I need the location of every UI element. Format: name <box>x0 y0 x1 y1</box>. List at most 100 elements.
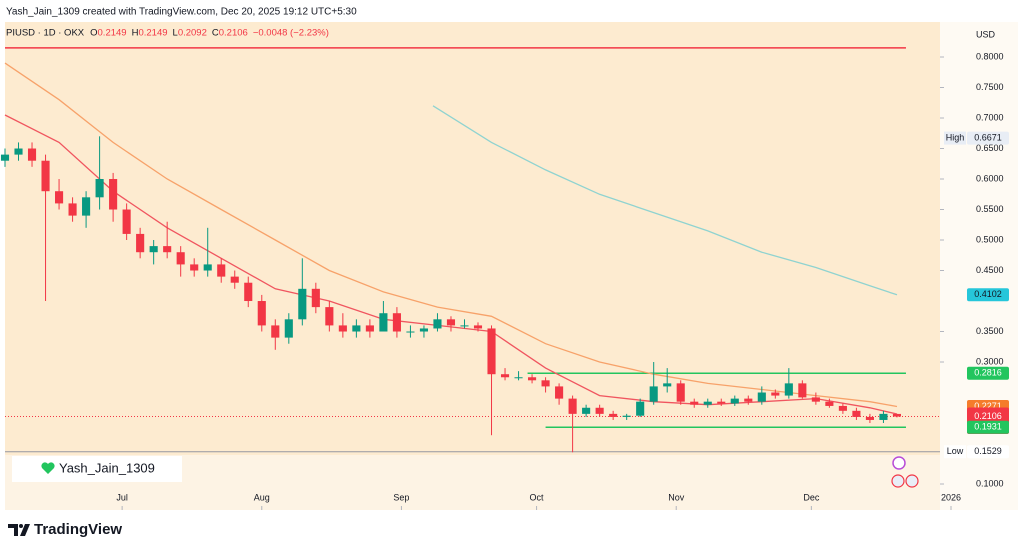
price-tag <box>967 131 1009 145</box>
candle-body <box>568 398 577 414</box>
watermark-text: Yash_Jain_1309 <box>59 460 155 475</box>
candle-body <box>703 401 712 405</box>
candle-body <box>325 307 334 326</box>
price-tag-label: 0.2816 <box>974 368 1002 378</box>
candle-body <box>730 398 739 404</box>
watermark: Yash_Jain_1309 <box>12 456 182 482</box>
y-tick-label: 0.5500 <box>976 204 1004 214</box>
y-tick-label: 0.4500 <box>976 265 1004 275</box>
candle-body <box>446 319 456 326</box>
candle-body <box>379 313 388 332</box>
price-tag <box>967 366 1009 380</box>
event-icons <box>891 456 919 488</box>
ohlc-value: 0.2092 <box>178 28 207 39</box>
ohlc-value: 0.2149 <box>138 28 167 39</box>
logo-dot <box>19 524 23 528</box>
moving-average <box>4 62 898 408</box>
price-tag-label: 0.4102 <box>974 289 1002 299</box>
candle-body <box>392 313 401 332</box>
candle-body <box>149 246 158 253</box>
event-icon[interactable] <box>892 456 906 470</box>
logo-icon <box>8 524 30 536</box>
y-tick-label: 0.8000 <box>976 51 1004 61</box>
logo-text: TradingView <box>34 521 122 538</box>
candle-body <box>41 160 50 192</box>
candle-body <box>879 413 888 420</box>
candle-body <box>14 148 23 155</box>
candle-body <box>487 328 496 375</box>
candle-body <box>784 383 793 396</box>
ohlc-value: 0.2106 <box>219 28 248 39</box>
x-tick-label: Jul <box>116 492 128 502</box>
candle-body <box>473 325 483 329</box>
price-tag-label: 0.2271 <box>974 401 1002 411</box>
candle-body <box>582 407 591 414</box>
candle-body <box>55 191 64 204</box>
event-icon[interactable] <box>905 474 919 488</box>
candle-body <box>244 282 253 302</box>
candle-body <box>0 154 10 161</box>
x-tick-label: Aug <box>254 492 270 502</box>
candle-body <box>744 398 753 402</box>
candle-body <box>865 416 874 420</box>
candle-body <box>176 252 185 265</box>
y-tick-label: 0.7500 <box>976 82 1004 92</box>
candle-body <box>717 401 726 404</box>
ohlc-label: L <box>173 28 178 39</box>
ohlc-label: O <box>90 28 97 39</box>
candle-body <box>95 179 104 198</box>
ohlc-value: 0.2149 <box>98 28 127 39</box>
candle-body <box>230 276 239 283</box>
symbol: PIUSD · 1D · OKX <box>6 28 85 39</box>
candle-body <box>352 325 361 332</box>
heart-icon <box>41 462 55 474</box>
y-tick-label: 0.6500 <box>976 143 1004 153</box>
y-tick-label: 0.3000 <box>976 356 1004 366</box>
price-tag <box>967 288 1009 302</box>
plot <box>0 47 940 453</box>
y-tick-label: 0.7000 <box>976 112 1004 122</box>
price-tag-label: 0.1529 <box>974 446 1002 456</box>
legend: PIUSD · 1D · OKX O 0.2149 H 0.2149 L 0.2092 C 0.… <box>6 28 329 39</box>
candle-body <box>82 197 91 216</box>
event-icon[interactable] <box>891 474 905 488</box>
candle-body <box>771 392 780 396</box>
candle-body <box>636 401 645 416</box>
candle-body <box>271 325 280 338</box>
candle-body <box>798 383 807 398</box>
candle-body <box>595 407 604 414</box>
candle-body <box>257 301 266 326</box>
price-tag-prefix: Low <box>947 446 964 456</box>
candle-body <box>838 405 847 411</box>
candle-body <box>27 148 37 161</box>
y-tick-label: 0.5000 <box>976 234 1004 244</box>
x-tick-label: Nov <box>668 492 685 502</box>
candle-body <box>136 233 145 253</box>
logo: TradingView <box>8 521 122 538</box>
candle-body <box>811 397 820 402</box>
x-tick-label: 2026 <box>941 492 961 502</box>
candle-body <box>284 319 293 338</box>
candle-body <box>433 319 442 329</box>
x-tick-label: Dec <box>803 492 820 502</box>
y-tick-label: 0.6000 <box>976 173 1004 183</box>
candle-body <box>190 264 199 271</box>
ohlc-label: H <box>132 28 139 39</box>
candle-body <box>203 264 212 271</box>
watermark-box <box>12 456 182 482</box>
candle-body <box>122 209 131 234</box>
candle-body <box>460 325 469 327</box>
y-tick-label: 0.1000 <box>976 478 1004 488</box>
candle-body <box>68 203 77 216</box>
candle-body <box>541 380 550 387</box>
x-tick-label: Sep <box>393 492 409 502</box>
candle-body <box>109 179 118 210</box>
candle-body <box>663 383 672 387</box>
candle-body <box>852 410 861 417</box>
price-tag <box>967 420 1009 434</box>
price-tag-label: 0.1931 <box>974 422 1002 432</box>
x-tick-label: Oct <box>530 492 545 502</box>
candle-body <box>609 413 618 417</box>
